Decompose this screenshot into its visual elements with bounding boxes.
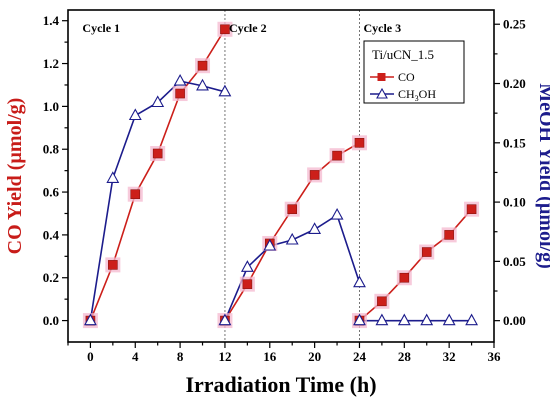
cycle-dividers bbox=[224, 10, 360, 342]
x-axis-ticks: 0 4 8 12 16 20 24 28 32 36 bbox=[67, 342, 502, 364]
y-right-axis-ticks: 0.00 0.05 0.10 0.15 0.20 0.25 bbox=[494, 17, 526, 328]
y-left-tick-label: 1.0 bbox=[43, 99, 59, 114]
meoh-point bbox=[420, 313, 434, 326]
y-right-axis-title: MeOH Yield (µmol/g) bbox=[535, 83, 550, 269]
meoh-point bbox=[218, 84, 232, 97]
x-tick-label: 8 bbox=[177, 349, 184, 364]
meoh-point bbox=[240, 260, 254, 272]
meoh-point bbox=[442, 313, 456, 326]
x-tick-label: 36 bbox=[488, 349, 502, 364]
legend: Ti/uCN_1.5 CO CH3OH bbox=[363, 40, 465, 104]
y-left-tick-label: 1.4 bbox=[43, 13, 60, 28]
x-tick-label: 32 bbox=[443, 349, 456, 364]
co-point bbox=[152, 148, 163, 159]
x-tick-label: 20 bbox=[308, 349, 321, 364]
y-right-tick-label: 0.10 bbox=[503, 195, 526, 210]
x-tick-label: 28 bbox=[398, 349, 412, 364]
co-point bbox=[242, 279, 253, 289]
y-right-tick-label: 0.00 bbox=[503, 313, 526, 328]
meoh-point bbox=[218, 313, 232, 326]
cycle-label: Cycle 2 bbox=[229, 21, 267, 35]
series-layer bbox=[82, 21, 480, 329]
y-right-tick-label: 0.20 bbox=[503, 76, 526, 91]
co-point bbox=[197, 60, 208, 71]
meoh-point bbox=[353, 313, 366, 326]
x-tick-label: 12 bbox=[218, 349, 231, 364]
meoh-point bbox=[196, 78, 209, 91]
co-series-line bbox=[224, 142, 360, 322]
meoh-point bbox=[308, 222, 322, 234]
meoh-point bbox=[128, 108, 142, 121]
meoh-point bbox=[465, 313, 479, 326]
y-left-axis-title: CO Yield (µmol/g) bbox=[4, 98, 26, 255]
meoh-point bbox=[83, 313, 97, 326]
meoh-series-line bbox=[89, 80, 226, 321]
legend-title: Ti/uCN_1.5 bbox=[372, 47, 434, 62]
co-point bbox=[354, 138, 365, 148]
legend-meoh-label: CH3OH bbox=[398, 87, 436, 103]
meoh-point bbox=[263, 238, 277, 251]
meoh-point bbox=[285, 232, 299, 245]
legend-meoh-marker bbox=[376, 87, 388, 99]
x-tick-label: 0 bbox=[87, 349, 94, 364]
y-right-tick-label: 0.25 bbox=[503, 17, 526, 32]
co-point bbox=[130, 189, 141, 200]
co-point bbox=[175, 88, 185, 99]
co-point bbox=[287, 204, 298, 214]
y-left-tick-label: 0.4 bbox=[43, 227, 60, 242]
co-point bbox=[309, 170, 320, 180]
meoh-point bbox=[173, 73, 187, 86]
co-point bbox=[220, 24, 230, 35]
co-point bbox=[377, 296, 387, 307]
plot-frame bbox=[67, 9, 495, 343]
meoh-point bbox=[375, 313, 389, 326]
co-point bbox=[466, 204, 477, 214]
cycle-labels: Cycle 1 Cycle 2 Cycle 3 bbox=[82, 21, 401, 35]
cycle-label: Cycle 3 bbox=[363, 21, 401, 35]
cycle-label: Cycle 1 bbox=[82, 21, 120, 35]
y-left-tick-label: 1.2 bbox=[43, 56, 59, 71]
legend-entries: CO CH3OH bbox=[370, 70, 436, 103]
y-right-tick-label: 0.15 bbox=[503, 135, 526, 150]
y-right-tick-label: 0.05 bbox=[503, 254, 526, 269]
meoh-point bbox=[151, 95, 165, 108]
legend-co-marker bbox=[377, 73, 386, 81]
co-point bbox=[332, 150, 342, 161]
y-left-tick-label: 0.6 bbox=[43, 185, 60, 200]
meoh-point bbox=[106, 171, 120, 183]
y-left-tick-label: 0.2 bbox=[43, 270, 59, 285]
meoh-point bbox=[330, 207, 344, 220]
co-point bbox=[108, 260, 118, 270]
x-tick-label: 24 bbox=[353, 349, 367, 364]
x-axis-title: Irradiation Time (h) bbox=[185, 372, 376, 397]
y-left-axis-ticks: 0.0 0.2 0.4 0.6 0.8 1.0 1.2 1.4 bbox=[43, 13, 68, 328]
x-tick-label: 16 bbox=[263, 349, 277, 364]
legend-co-label: CO bbox=[398, 70, 415, 84]
co-point bbox=[444, 230, 454, 240]
co-point bbox=[399, 272, 410, 283]
meoh-point bbox=[397, 313, 411, 326]
x-tick-label: 4 bbox=[132, 349, 139, 364]
co-point bbox=[421, 247, 432, 257]
meoh-point bbox=[353, 275, 366, 288]
y-left-tick-label: 0.0 bbox=[43, 313, 59, 328]
y-left-tick-label: 0.8 bbox=[43, 142, 60, 157]
